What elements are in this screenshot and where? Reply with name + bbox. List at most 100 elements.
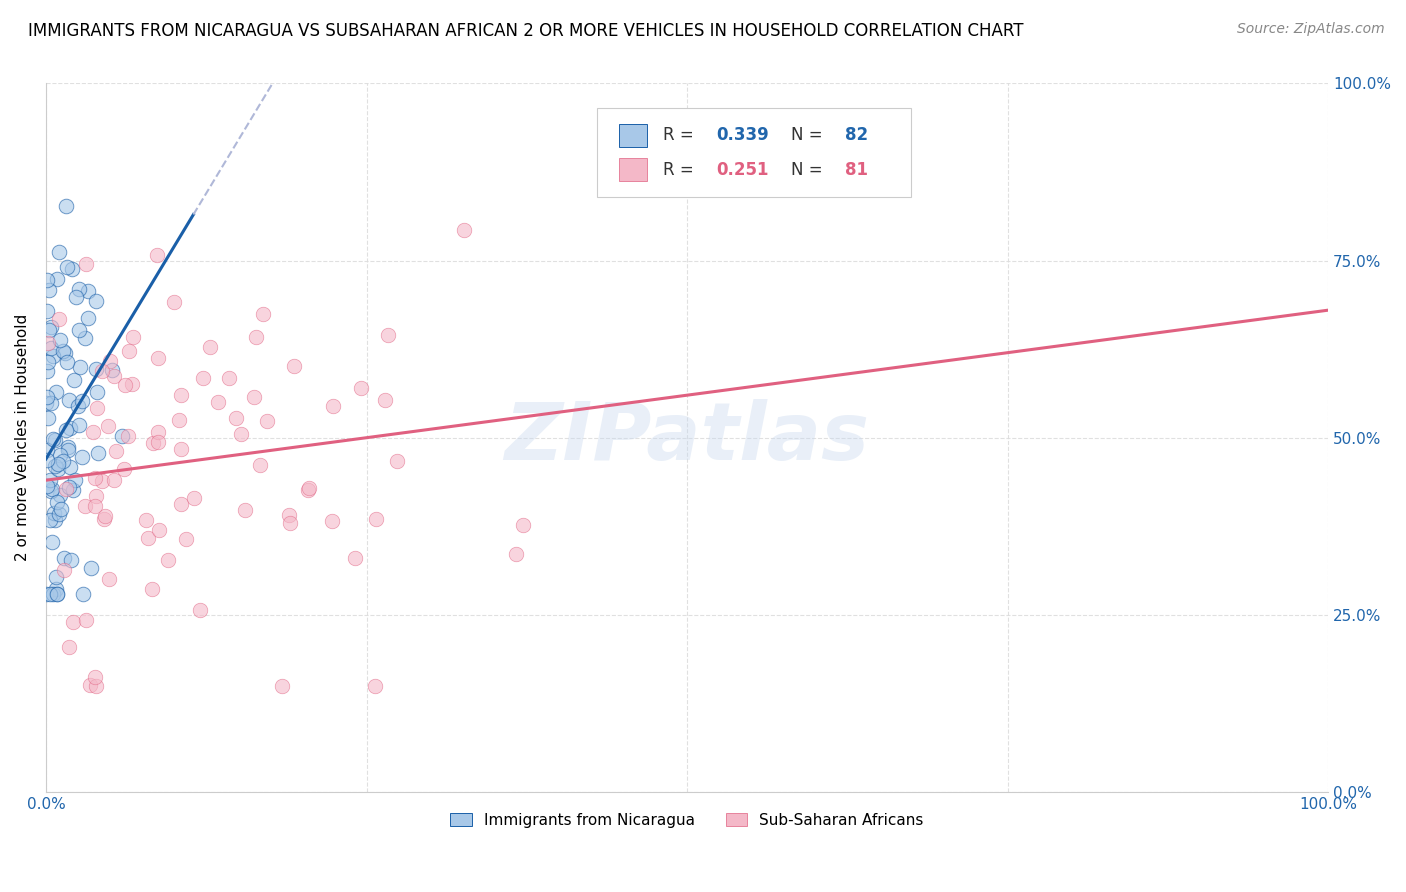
Point <box>84 471 107 485</box>
Point <box>98 572 121 586</box>
Point <box>374 393 396 408</box>
Point <box>41 395 63 409</box>
Point <box>84 670 107 684</box>
Text: ZIPatlas: ZIPatlas <box>505 399 869 476</box>
Point <box>170 442 193 456</box>
Point <box>56 260 79 275</box>
Point <box>41 482 63 496</box>
Point <box>46 494 69 508</box>
Point <box>38 513 60 527</box>
Point <box>233 502 256 516</box>
Point <box>111 429 134 443</box>
Point <box>72 586 94 600</box>
Point <box>37 354 59 368</box>
Point <box>42 349 65 363</box>
Point <box>183 491 205 505</box>
Point <box>56 355 79 369</box>
Point <box>91 475 114 489</box>
Point <box>505 547 527 561</box>
Point <box>252 307 274 321</box>
Point <box>278 516 301 530</box>
Point <box>48 312 70 326</box>
Point <box>75 614 97 628</box>
Point <box>59 459 82 474</box>
Text: 81: 81 <box>845 161 868 178</box>
Point <box>69 359 91 374</box>
Point <box>188 603 211 617</box>
Text: N =: N = <box>792 161 828 178</box>
Point <box>44 513 66 527</box>
Y-axis label: 2 or more Vehicles in Household: 2 or more Vehicles in Household <box>15 314 30 561</box>
Point <box>41 535 63 549</box>
Point <box>344 550 367 565</box>
Point <box>82 425 104 439</box>
Point <box>86 384 108 399</box>
Text: 0.339: 0.339 <box>717 127 769 145</box>
Point <box>87 446 110 460</box>
Point <box>321 514 343 528</box>
Point <box>278 508 301 522</box>
Point <box>42 507 65 521</box>
Point <box>103 474 125 488</box>
Point <box>141 582 163 596</box>
Point <box>67 399 90 413</box>
Point <box>270 679 292 693</box>
Point <box>364 679 387 693</box>
Point <box>58 480 80 494</box>
Point <box>84 679 107 693</box>
Point <box>55 199 77 213</box>
Point <box>243 390 266 404</box>
Point <box>76 285 98 299</box>
FancyBboxPatch shape <box>598 108 911 197</box>
Point <box>42 433 65 447</box>
Point <box>46 271 69 285</box>
Point <box>45 586 67 600</box>
Point <box>70 450 93 465</box>
Point <box>298 481 321 495</box>
Point <box>80 561 103 575</box>
Point <box>218 370 240 384</box>
Point <box>146 435 169 450</box>
Bar <box>619 159 647 181</box>
Point <box>53 346 76 360</box>
Point <box>49 501 72 516</box>
Point <box>67 282 90 296</box>
Text: R =: R = <box>662 127 699 145</box>
Point <box>60 261 83 276</box>
Point <box>35 479 58 493</box>
Bar <box>619 124 647 147</box>
Point <box>48 487 70 501</box>
Point <box>44 570 66 584</box>
Point <box>48 245 70 260</box>
Point <box>42 586 65 600</box>
Point <box>52 343 75 358</box>
Point <box>198 340 221 354</box>
Point <box>104 444 127 458</box>
Point <box>55 482 77 496</box>
Point <box>245 330 267 344</box>
Point <box>86 401 108 415</box>
Point <box>37 411 59 425</box>
Point <box>35 304 58 318</box>
Point <box>142 436 165 450</box>
Point <box>39 473 62 487</box>
Point <box>65 290 87 304</box>
Text: 0.251: 0.251 <box>717 161 769 178</box>
Text: Source: ZipAtlas.com: Source: ZipAtlas.com <box>1237 22 1385 37</box>
Point <box>35 273 58 287</box>
Point <box>58 392 80 407</box>
Point <box>59 421 82 435</box>
Point <box>58 640 80 655</box>
Point <box>49 333 72 347</box>
Point <box>46 462 69 476</box>
Point <box>67 323 90 337</box>
Point <box>84 294 107 309</box>
Point <box>103 369 125 384</box>
Point <box>146 425 169 439</box>
Point <box>67 417 90 432</box>
Point <box>170 497 193 511</box>
Point <box>83 499 105 513</box>
Point <box>97 419 120 434</box>
Point <box>37 390 59 404</box>
Point <box>37 336 59 351</box>
